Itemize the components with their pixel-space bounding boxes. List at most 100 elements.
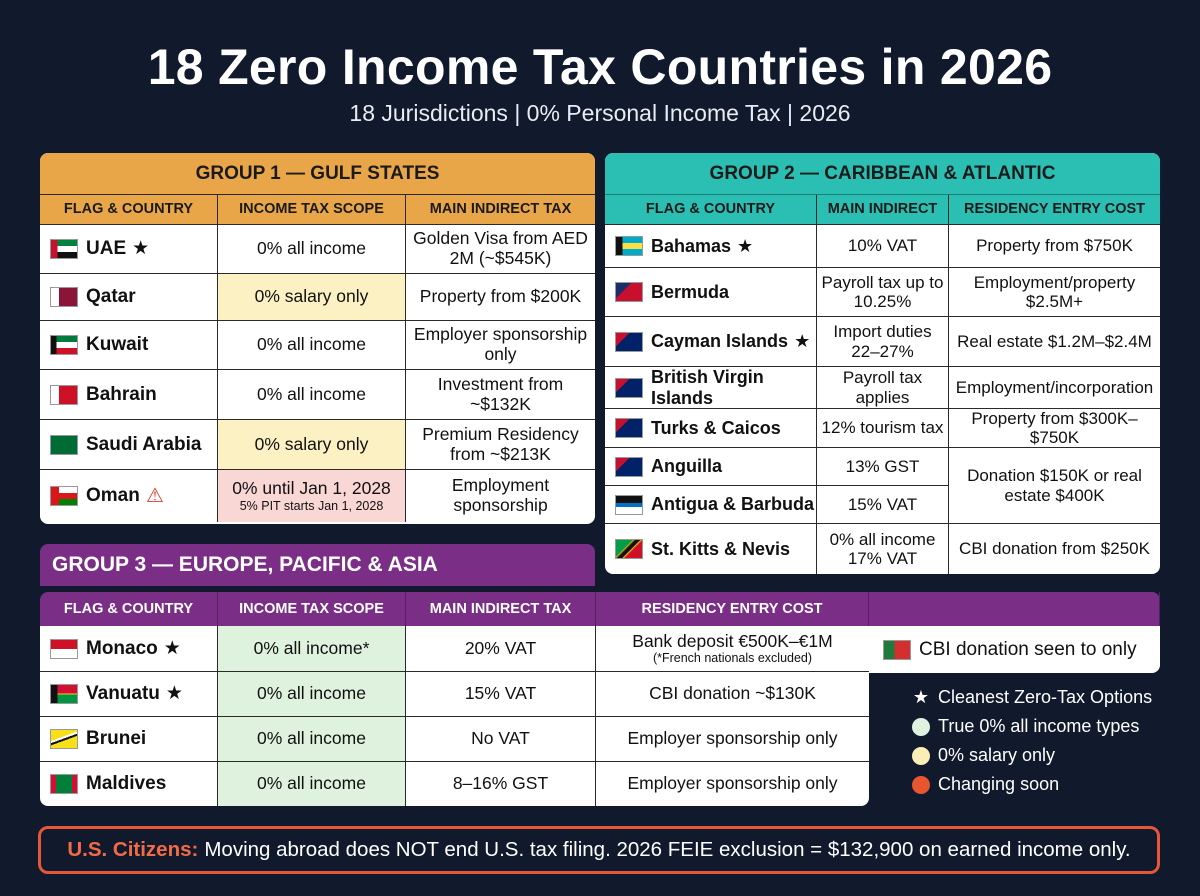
legend: ★ Cleanest Zero-Tax Options True 0% all i… — [912, 683, 1152, 799]
star-icon: ★ — [165, 683, 183, 705]
country-name: St. Kitts & Nevis — [651, 538, 791, 559]
table-row: St. Kitts & Nevis 0% all income 17% VAT CB… — [605, 523, 1160, 574]
country-name: Qatar — [86, 286, 136, 308]
income-scope: 0% salary only — [218, 420, 406, 469]
uae-flag-icon — [50, 239, 78, 259]
column-header: FLAG & COUNTRY — [40, 195, 218, 224]
country-name: Monaco — [86, 637, 158, 659]
page-subtitle: 18 Jurisdictions | 0% Personal Income Ta… — [349, 100, 851, 126]
cost-note: (*French nationals excluded) — [652, 651, 813, 666]
legend-item: True 0% all income types — [912, 712, 1152, 741]
country-cell: Anguilla — [605, 448, 817, 485]
country-cell: Cayman Islands ★ — [605, 317, 817, 366]
monaco-flag-icon — [50, 638, 78, 659]
country-name: Bahamas — [651, 235, 732, 256]
country-cell: Brunei — [40, 717, 218, 761]
cost-text: Employer sponsorship only — [627, 773, 838, 794]
table-row: Brunei 0% all income No VAT Employer sponso… — [40, 716, 869, 761]
table-row: Bahrain 0% all income Investment from ~$13… — [40, 369, 595, 419]
qatar-flag-icon — [50, 287, 78, 307]
residency-cost: Bank deposit €500K–€1M (*French nationals… — [596, 626, 869, 671]
column-header: RESIDENCY ENTRY COST — [596, 592, 869, 626]
group1-table: GROUP 1 — GULF STATES FLAG & COUNTRY INC… — [40, 153, 595, 524]
table-row: Turks & Caicos 12% tourism tax Property fr… — [605, 408, 1160, 447]
residency-cost: Real estate $1.2M–$2.4M — [957, 331, 1152, 351]
maldives-flag-icon — [50, 774, 78, 794]
group3-title: GROUP 3 — EUROPE, PACIFIC & ASIA — [40, 544, 595, 586]
side-note-text: CBI donation seen to only — [919, 638, 1137, 660]
star-icon: ★ — [912, 687, 930, 707]
indirect-tax: Property from $200K — [419, 286, 582, 307]
country-cell: British Virgin Islands — [605, 367, 817, 408]
legend-item: Changing soon — [912, 770, 1152, 799]
bermuda-flag-icon — [615, 282, 643, 302]
bvi-flag-icon — [615, 377, 643, 398]
income-scope: 0% all income* — [218, 626, 406, 671]
residency-cost: Employer sponsorship only — [596, 762, 869, 806]
column-header: FLAG & COUNTRY — [605, 195, 817, 224]
indirect-tax: Employer sponsorship only — [413, 324, 588, 364]
residency-cost: Employer sponsorship only — [596, 717, 869, 761]
country-name: UAE — [86, 238, 127, 260]
scope-text: 0% all income — [257, 383, 366, 404]
cayman-flag-icon — [615, 331, 643, 352]
column-header: INCOME TAX SCOPE — [218, 592, 406, 626]
table-row: Vanuatu ★ 0% all income 15% VAT CBI donation… — [40, 671, 869, 716]
residency-cost: Employment/incorporation — [955, 377, 1154, 397]
star-icon: ★ — [737, 235, 754, 256]
country-name: Cayman Islands — [651, 331, 789, 352]
income-scope: 0% all income — [218, 321, 406, 369]
legend-item: 0% salary only — [912, 741, 1152, 770]
main-indirect: 12% tourism tax — [817, 409, 949, 447]
page-title: 18 Zero Income Tax Countries in 2026 — [147, 39, 1053, 95]
group3-header: FLAG & COUNTRY INCOME TAX SCOPE MAIN IND… — [40, 592, 1160, 626]
table-row: Kuwait 0% all income Employer sponsorship … — [40, 320, 595, 369]
country-name: Vanuatu — [86, 683, 160, 705]
income-scope: 0% all income — [218, 370, 406, 419]
country-cell: UAE ★ — [40, 225, 218, 273]
scope-text: 0% all income — [257, 238, 366, 259]
indirect-tax: 8–16% GST — [406, 762, 596, 806]
cost-text: CBI donation ~$130K — [649, 683, 816, 704]
table-row: Oman ⚠ 0% until Jan 1, 2028 5% PIT starts J… — [40, 469, 595, 522]
income-scope: 0% all income — [218, 225, 406, 273]
group1-title: GROUP 1 — GULF STATES — [40, 153, 595, 194]
portugal-flag-icon — [883, 639, 911, 660]
group2-table: GROUP 2 — CARIBBEAN & ATLANTIC FLAG & CO… — [605, 153, 1160, 574]
us-citizens-banner: U.S. Citizens: Moving abroad does NOT en… — [38, 826, 1160, 874]
country-cell: Antigua & Barbuda — [605, 486, 817, 523]
country-name: Bahrain — [86, 383, 157, 405]
green-dot-icon — [912, 717, 930, 736]
column-header: FLAG & COUNTRY — [40, 592, 218, 626]
country-name: Anguilla — [651, 456, 722, 477]
yellow-dot-icon — [912, 746, 930, 765]
column-header: RESIDENCY ENTRY COST — [963, 201, 1146, 218]
scope-text: 0% salary only — [254, 286, 369, 307]
country-name: Maldives — [86, 773, 167, 795]
bahamas-flag-icon — [615, 236, 643, 256]
column-header: MAIN INDIRECT TAX — [406, 592, 596, 626]
scope-text: 0% all income — [257, 334, 366, 355]
brunei-flag-icon — [50, 729, 78, 749]
country-name: British Virgin Islands — [651, 367, 764, 408]
main-indirect: 13% GST — [817, 448, 949, 485]
residency-cost: CBI donation from $250K — [959, 539, 1150, 559]
country-cell: Bahamas ★ — [605, 225, 817, 267]
country-cell: Vanuatu ★ — [40, 672, 218, 716]
residency-cost: Donation $150K or real estate $400K — [949, 448, 1160, 524]
table-row: Qatar 0% salary only Property from $200K — [40, 273, 595, 320]
column-header: INCOME TAX SCOPE — [218, 195, 406, 224]
banner-lead: U.S. Citizens: — [67, 838, 199, 861]
income-scope: 0% all income — [218, 717, 406, 761]
kuwait-flag-icon — [50, 335, 78, 355]
country-name: Bermuda — [651, 281, 730, 302]
table-row: Bahamas ★ 10% VAT Property from $750K — [605, 224, 1160, 267]
scope-text: 0% salary only — [254, 433, 369, 454]
country-name: Brunei — [86, 728, 147, 750]
scope-note: 5% PIT starts Jan 1, 2028 — [239, 498, 384, 513]
table-row: Saudi Arabia 0% salary only Premium Reside… — [40, 419, 595, 469]
cost-text: Employer sponsorship only — [627, 728, 838, 749]
anguilla-flag-icon — [615, 456, 643, 477]
indirect-tax: 15% VAT — [406, 672, 596, 716]
table-row: Maldives 0% all income 8–16% GST Employer s… — [40, 761, 869, 806]
